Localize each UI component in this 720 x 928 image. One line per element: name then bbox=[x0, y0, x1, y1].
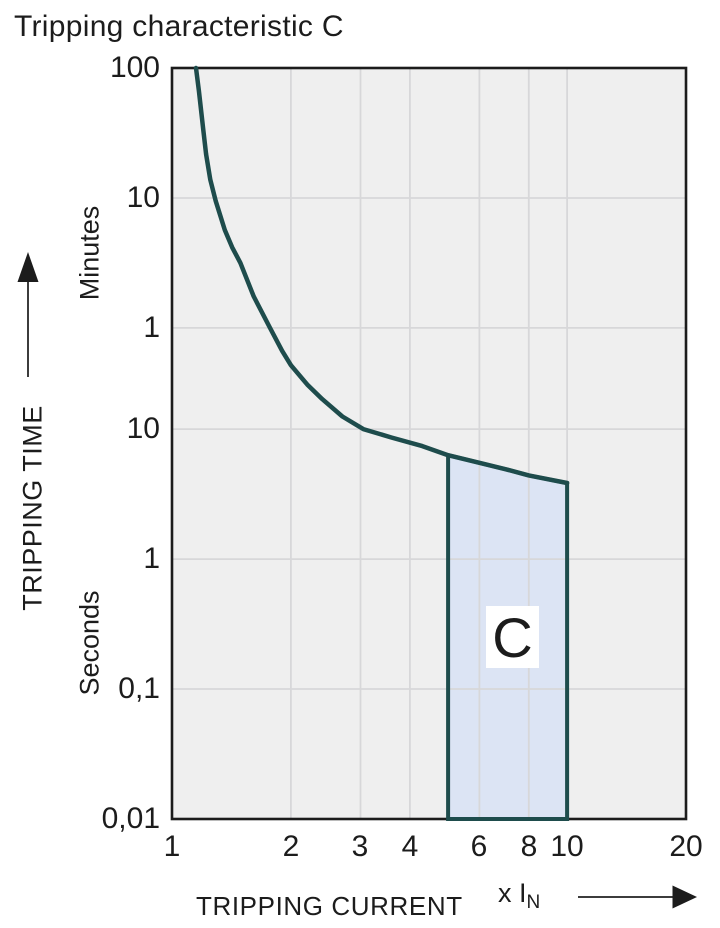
tripping-curve bbox=[193, 65, 570, 486]
x-axis-title: TRIPPING CURRENT bbox=[196, 891, 463, 921]
y-axis-title: TRIPPING TIME bbox=[17, 405, 48, 611]
y-axis-unit-seconds: Seconds bbox=[74, 590, 105, 696]
x-axis-unit-prefix: x I bbox=[498, 878, 527, 908]
y-tick-label: 100 bbox=[109, 51, 160, 84]
chart-title: Tripping characteristic C bbox=[14, 10, 344, 43]
x-tick-label: 3 bbox=[351, 830, 369, 863]
region-c-label: C bbox=[486, 606, 539, 669]
plot-frame bbox=[170, 66, 688, 821]
x-tick-label: 1 bbox=[163, 830, 181, 863]
x-tick-label: 4 bbox=[401, 830, 419, 863]
y-tick-label: 1 bbox=[143, 542, 160, 575]
x-tick-label: 6 bbox=[470, 830, 488, 863]
plot-background bbox=[172, 68, 686, 819]
x-tick-label: 2 bbox=[282, 830, 300, 863]
x-axis-unit-subscript: N bbox=[526, 892, 541, 913]
y-tick-label: 10 bbox=[126, 412, 160, 445]
x-axis-arrow-icon bbox=[578, 885, 697, 909]
y-tick-label: 10 bbox=[126, 181, 160, 214]
y-tick-label: 1 bbox=[143, 311, 160, 344]
y-tick-label: 0,1 bbox=[118, 672, 160, 705]
x-tick-label: 8 bbox=[520, 830, 538, 863]
y-tick-label: 0,01 bbox=[101, 802, 160, 835]
x-tick-label: 10 bbox=[550, 830, 584, 863]
x-axis-unit: x IN bbox=[498, 878, 540, 912]
x-tick-label: 20 bbox=[669, 830, 703, 863]
y-axis-unit-minutes: Minutes bbox=[74, 205, 105, 301]
y-axis-arrow-icon bbox=[17, 252, 39, 377]
